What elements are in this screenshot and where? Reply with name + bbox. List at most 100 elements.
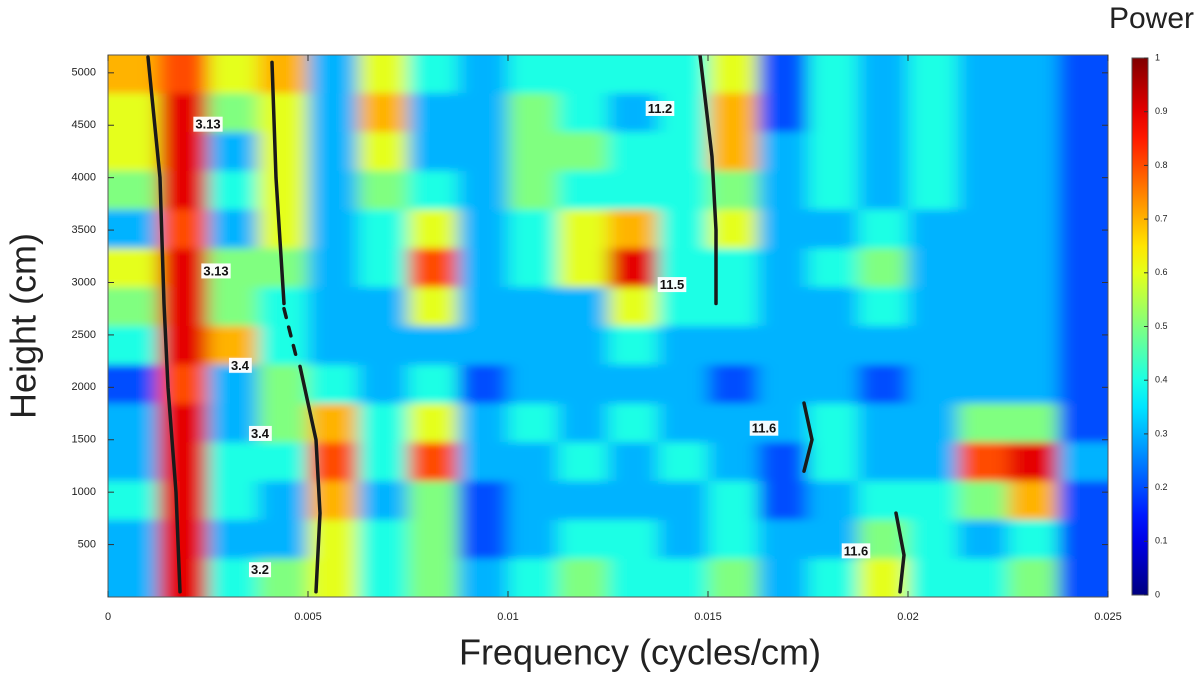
heatmap-cell [158, 55, 209, 94]
colorbar-tick-label: 0.2 [1155, 482, 1168, 492]
annotation: 3.13 [193, 116, 223, 132]
heatmap-cell [408, 403, 459, 443]
annotation-label: 3.13 [203, 263, 228, 278]
heatmap-cell [1008, 364, 1059, 404]
y-tick-label: 5000 [72, 67, 96, 79]
heatmap-cell [308, 170, 359, 210]
heatmap-cell [908, 403, 959, 443]
heatmap-cell [858, 209, 909, 249]
heatmap-cell [758, 247, 809, 288]
heatmap-cell [358, 441, 409, 482]
annotation-label: 11.6 [844, 543, 869, 558]
heatmap-cell [508, 519, 559, 559]
heatmap-cell [658, 131, 709, 171]
heatmap-cell [858, 286, 909, 326]
y-tick-label: 1500 [72, 434, 96, 446]
heatmap-cell [158, 441, 209, 482]
heatmap-cell [408, 480, 459, 520]
heatmap-cell [1008, 131, 1059, 171]
heatmap-cell [258, 480, 309, 520]
heatmap-cell [208, 286, 259, 326]
heatmap-cell [458, 247, 509, 288]
y-tick-label: 1000 [72, 486, 96, 498]
heatmap-cell [858, 55, 909, 94]
heatmap-cell [108, 247, 159, 288]
heatmap-cell [608, 325, 659, 365]
annotation-box [193, 116, 223, 132]
heatmap-cell [708, 92, 759, 133]
heatmap-cell [708, 131, 759, 171]
heatmap-cell [108, 519, 159, 559]
heatmap-cell [758, 519, 809, 559]
heatmap-cell [508, 247, 559, 288]
annotation: 11.2 [645, 100, 675, 116]
heatmap-cell [808, 55, 859, 94]
heatmap-cell [1008, 480, 1059, 520]
heatmap-cell [658, 441, 709, 482]
heatmap-cell [858, 480, 909, 520]
heatmap-cell [1008, 519, 1059, 559]
heatmap-cell [408, 209, 459, 249]
heatmap-cell [958, 441, 1009, 482]
heatmap-cell [458, 519, 509, 559]
heatmap-cell [508, 325, 559, 365]
heatmap-cell [1008, 247, 1059, 288]
ridge-line [802, 401, 814, 473]
heatmap-cell [908, 92, 959, 133]
heatmap-cell [558, 92, 609, 133]
heatmap-cell [958, 247, 1009, 288]
heatmap-cell [1058, 55, 1108, 94]
heatmap-cell [358, 209, 409, 249]
heatmap-cell [458, 170, 509, 210]
heatmap-cell [1008, 403, 1059, 443]
heatmap-cell [958, 519, 1009, 559]
heatmap-cell [958, 558, 1009, 597]
heatmap-cell [508, 170, 559, 210]
heatmap-cell [108, 480, 159, 520]
annotation-box [248, 562, 272, 578]
heatmap-cell [858, 170, 909, 210]
heatmap-cell [208, 441, 259, 482]
annotation-box [749, 420, 779, 436]
heatmap-cell [608, 209, 659, 249]
annotation-label: 11.6 [752, 421, 777, 436]
heatmap-cell [608, 480, 659, 520]
heatmap-cell [808, 441, 859, 482]
heatmap-cell [458, 131, 509, 171]
x-tick-label: 0.025 [1094, 611, 1122, 623]
heatmap-cell [908, 519, 959, 559]
heatmap-cell [958, 480, 1009, 520]
y-tick-label: 4500 [72, 119, 96, 131]
heatmap-cell [508, 131, 559, 171]
heatmap-cell [308, 480, 359, 520]
heatmap-cell [558, 209, 609, 249]
heatmap-cell [558, 55, 609, 94]
heatmap-cell [308, 131, 359, 171]
heatmap-cell [458, 558, 509, 597]
heatmap-cell [758, 286, 809, 326]
heatmap-cell [658, 209, 709, 249]
ridge-line [698, 55, 718, 306]
heatmap-cell [158, 209, 209, 249]
heatmap-cell [908, 170, 959, 210]
heatmap-cell [308, 92, 359, 133]
heatmap-cell [658, 519, 709, 559]
heatmap-cell [758, 92, 809, 133]
heatmap-cell [1008, 558, 1059, 597]
heatmap-cell [1008, 55, 1059, 94]
heatmap-cell [808, 325, 859, 365]
heatmap-cell [258, 519, 309, 559]
heatmap-cell [1008, 325, 1059, 365]
heatmap-cell [858, 364, 909, 404]
heatmap-cell [758, 558, 809, 597]
heatmap-cell [1058, 441, 1108, 482]
colorbar-tick-label: 0.7 [1155, 213, 1168, 223]
heatmap-cell [858, 325, 909, 365]
heatmap-cell [558, 558, 609, 597]
annotation-box [248, 425, 272, 441]
heatmap-cell [208, 131, 259, 171]
y-tick-label: 3500 [72, 224, 96, 236]
heatmap-cell [308, 519, 359, 559]
colorbar-tick-label: 0.8 [1155, 160, 1168, 170]
